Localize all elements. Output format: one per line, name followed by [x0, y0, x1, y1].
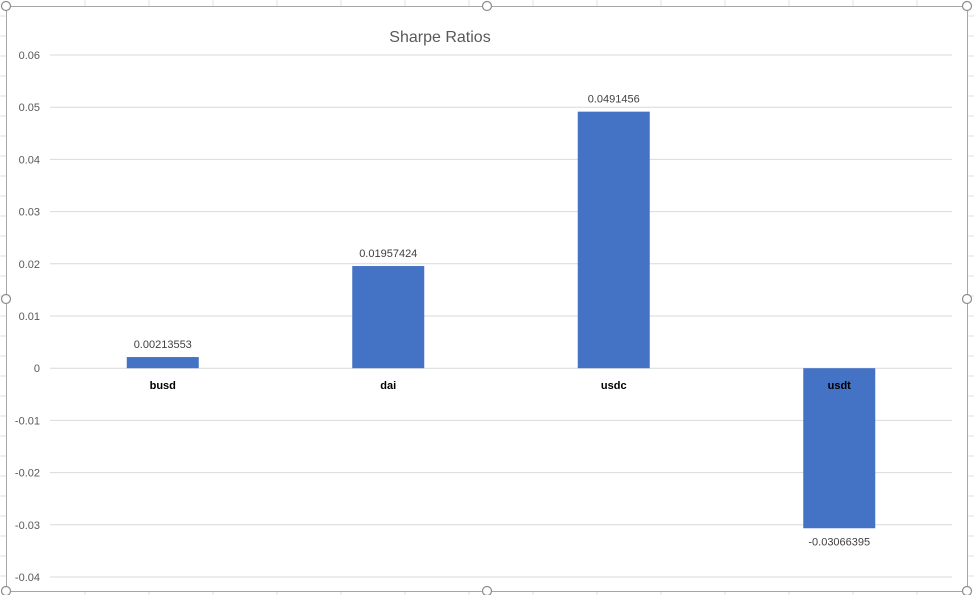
y-tick-label: 0.06	[19, 50, 40, 62]
resize-handle[interactable]	[961, 585, 973, 597]
resize-handle[interactable]	[481, 585, 493, 597]
data-label: 0.01957424	[359, 248, 417, 260]
bar-dai[interactable]	[352, 266, 425, 369]
category-label: usdt	[828, 380, 852, 392]
category-label: dai	[380, 380, 396, 392]
y-tick-label: -0.01	[15, 415, 40, 427]
y-tick-label: -0.03	[15, 520, 40, 532]
y-tick-label: -0.02	[15, 468, 40, 480]
data-label: 0.0491456	[588, 94, 640, 106]
gridlines	[50, 54, 952, 578]
y-tick-label: 0.04	[19, 154, 40, 166]
y-tick-label: 0.01	[19, 311, 40, 323]
resize-handle[interactable]	[0, 293, 12, 305]
resize-handle[interactable]	[481, 0, 493, 12]
y-axis-tick-labels: 0.06 0.05 0.04 0.03 0.02 0.01 0 -0.01 -0.02 -0.03…	[15, 50, 40, 584]
chart-title: Sharpe Ratios	[389, 29, 490, 46]
y-tick-label: 0.02	[19, 259, 40, 271]
y-tick-label: -0.04	[15, 572, 40, 584]
bars	[126, 111, 876, 529]
category-label: busd	[150, 380, 176, 392]
y-tick-label: 0	[34, 363, 40, 375]
category-label: usdc	[601, 380, 627, 392]
category-labels: busd dai usdc usdt	[150, 380, 852, 392]
bar-usdc[interactable]	[577, 111, 650, 369]
bar-usdt[interactable]	[803, 368, 876, 529]
data-labels: 0.00213553 0.01957424 0.0491456 -0.03066395	[134, 94, 870, 549]
resize-handle[interactable]	[961, 0, 973, 12]
y-tick-label: 0.03	[19, 207, 40, 219]
data-label: 0.00213553	[134, 339, 192, 351]
y-tick-label: 0.05	[19, 102, 40, 114]
bar-busd[interactable]	[126, 357, 199, 369]
data-label: -0.03066395	[808, 536, 870, 548]
resize-handle[interactable]	[0, 0, 12, 12]
resize-handle[interactable]	[961, 293, 973, 305]
resize-handle[interactable]	[0, 585, 12, 597]
